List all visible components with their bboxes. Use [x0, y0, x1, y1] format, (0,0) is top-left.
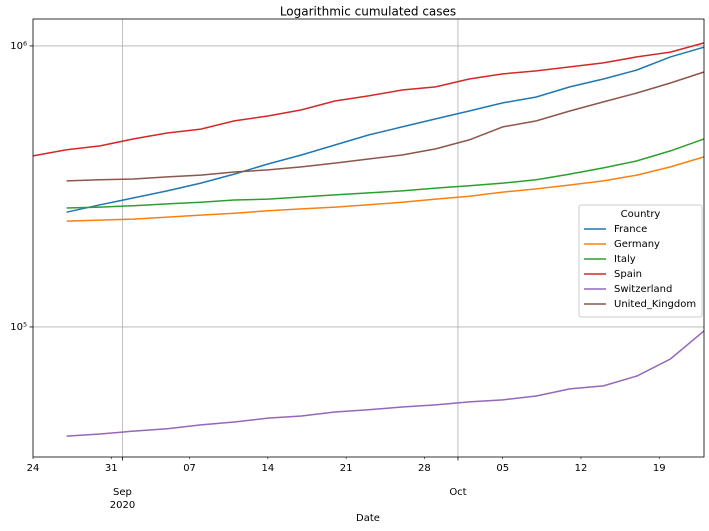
series-line	[66, 138, 705, 209]
x-tick-label: 14	[261, 463, 274, 474]
x-tick-label: 31	[105, 463, 118, 474]
x-tick-label: 24	[27, 463, 40, 474]
x-axis-label: Date	[356, 513, 380, 524]
legend-label: France	[614, 224, 647, 235]
series-line	[32, 42, 705, 157]
legend-box	[578, 204, 703, 318]
legend: Country France Germany Italy Spain Switzerlan…	[578, 204, 703, 318]
x-tick-label: 28	[418, 463, 431, 474]
y-tick-label: 10⁶	[10, 41, 27, 52]
x-tick-label: 21	[340, 463, 353, 474]
legend-label: Switzerland	[614, 284, 672, 295]
legend-title: Country	[621, 209, 661, 220]
y-tick-label: 10⁵	[10, 322, 27, 333]
legend-label: Spain	[614, 269, 642, 280]
plot-frame	[32, 18, 705, 458]
legend-label: Italy	[614, 254, 636, 265]
series-line	[66, 156, 705, 222]
x-tick-label: 07	[183, 463, 196, 474]
legend-label: United_Kingdom	[614, 299, 696, 310]
x-tick-label: 12	[575, 463, 588, 474]
x-month-label: Sep 2020	[110, 487, 135, 511]
series-line	[66, 71, 705, 182]
legend-label: Germany	[614, 239, 660, 250]
x-month-label: Oct	[449, 487, 466, 498]
chart-title: Logarithmic cumulated cases	[280, 5, 456, 19]
x-tick-label: 19	[653, 463, 666, 474]
series-line	[66, 46, 705, 213]
x-tick-label: 05	[496, 463, 509, 474]
series-line	[66, 330, 705, 437]
